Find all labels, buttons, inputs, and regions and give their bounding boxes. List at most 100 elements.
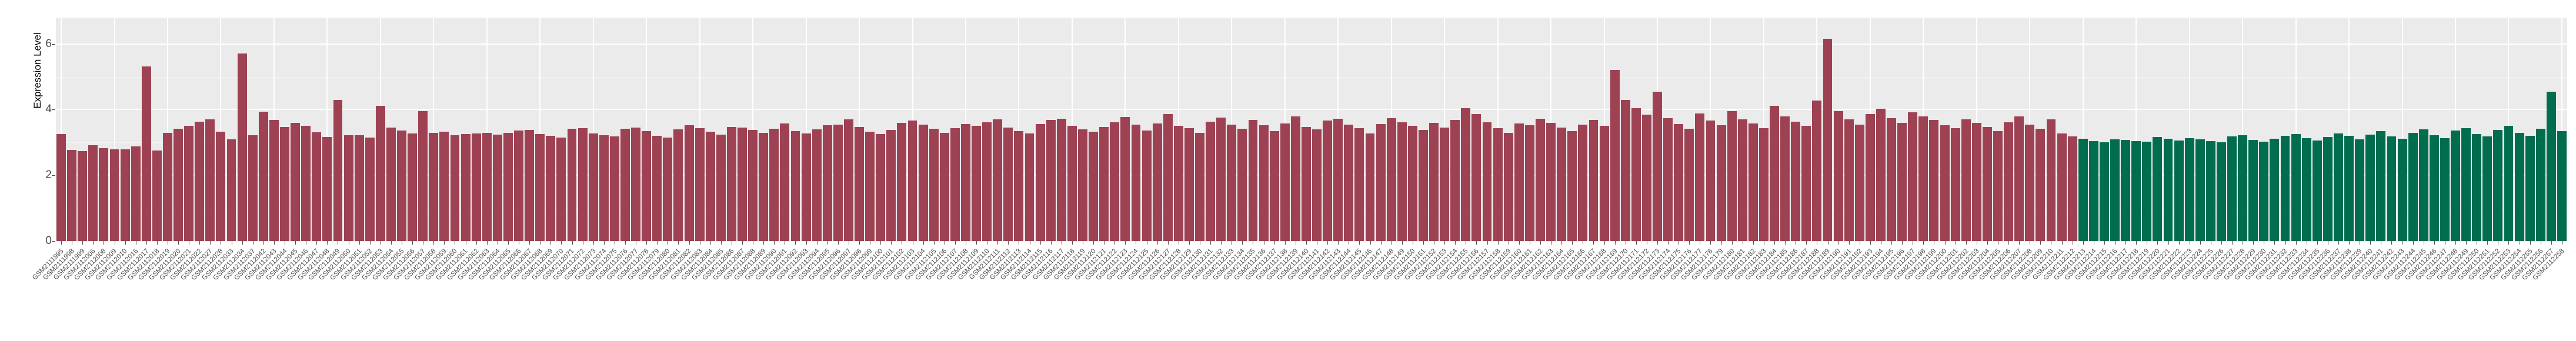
bar[interactable] — [2291, 133, 2301, 241]
bar[interactable] — [652, 136, 662, 241]
bar[interactable] — [375, 105, 385, 241]
bar[interactable] — [1067, 126, 1077, 241]
bar[interactable] — [1419, 130, 1428, 241]
bar[interactable] — [2280, 136, 2290, 241]
bar[interactable] — [1035, 124, 1045, 241]
bar[interactable] — [1290, 116, 1300, 241]
bar[interactable] — [2088, 141, 2098, 241]
bar[interactable] — [1546, 122, 1556, 241]
bar[interactable] — [1216, 117, 1226, 241]
bar[interactable] — [2355, 139, 2365, 241]
bar[interactable] — [1759, 128, 1769, 241]
bar[interactable] — [1578, 124, 1588, 241]
bar[interactable] — [535, 133, 545, 241]
bar[interactable] — [429, 132, 439, 241]
bar[interactable] — [748, 130, 758, 241]
bar[interactable] — [1237, 128, 1247, 241]
bar[interactable] — [1493, 128, 1503, 241]
bar[interactable] — [2557, 131, 2567, 241]
bar[interactable] — [2451, 131, 2460, 241]
bar[interactable] — [1163, 114, 1173, 241]
bar[interactable] — [2546, 91, 2556, 241]
bar[interactable] — [876, 133, 886, 241]
bar[interactable] — [67, 149, 77, 241]
bar[interactable] — [2408, 132, 2418, 241]
bar[interactable] — [855, 126, 864, 241]
bar[interactable] — [822, 125, 832, 241]
bar[interactable] — [1142, 131, 1152, 241]
bar[interactable] — [1323, 121, 1333, 241]
bar[interactable] — [1471, 114, 1481, 241]
bar[interactable] — [993, 119, 1003, 241]
bar[interactable] — [1897, 122, 1907, 241]
bar[interactable] — [1344, 124, 1354, 241]
bar[interactable] — [2312, 141, 2322, 241]
bar[interactable] — [1354, 128, 1364, 241]
bar[interactable] — [2078, 138, 2088, 241]
bar[interactable] — [439, 132, 449, 241]
bar[interactable] — [1950, 128, 1960, 241]
bar[interactable] — [1918, 116, 1928, 241]
bar[interactable] — [599, 135, 609, 241]
bar[interactable] — [1812, 100, 1822, 241]
bar[interactable] — [1748, 123, 1758, 241]
bar[interactable] — [312, 132, 322, 241]
bar[interactable] — [642, 131, 652, 241]
bar[interactable] — [2153, 137, 2163, 241]
bar[interactable] — [1078, 129, 1087, 241]
bar[interactable] — [471, 133, 481, 241]
bar[interactable] — [2131, 141, 2141, 241]
bar[interactable] — [1376, 124, 1386, 241]
bar[interactable] — [525, 130, 535, 241]
bar[interactable] — [1854, 124, 1864, 241]
bar[interactable] — [1716, 125, 1726, 241]
bar[interactable] — [546, 135, 556, 241]
bar[interactable] — [1599, 126, 1609, 241]
bar[interactable] — [301, 126, 311, 241]
bar[interactable] — [631, 127, 641, 241]
bar[interactable] — [2099, 142, 2109, 241]
bar[interactable] — [578, 128, 588, 241]
bar[interactable] — [184, 125, 194, 241]
bar[interactable] — [950, 128, 960, 241]
bar[interactable] — [418, 111, 428, 241]
bar[interactable] — [1887, 118, 1897, 241]
bar[interactable] — [269, 120, 279, 241]
bar[interactable] — [1737, 119, 1747, 241]
bar[interactable] — [1503, 132, 1513, 241]
bar[interactable] — [790, 131, 800, 241]
bar[interactable] — [514, 131, 524, 241]
bar[interactable] — [620, 128, 630, 241]
bar[interactable] — [716, 134, 726, 241]
bar[interactable] — [280, 127, 289, 241]
bar[interactable] — [1801, 126, 1811, 241]
bar[interactable] — [173, 128, 183, 241]
bar[interactable] — [1557, 127, 1567, 241]
bar[interactable] — [2110, 139, 2120, 241]
bar[interactable] — [1099, 126, 1109, 241]
bar[interactable] — [2057, 133, 2067, 241]
bar[interactable] — [1173, 126, 1183, 241]
bar[interactable] — [88, 145, 98, 241]
bar[interactable] — [450, 135, 460, 241]
bar[interactable] — [2142, 142, 2152, 241]
bar[interactable] — [2387, 136, 2397, 241]
bar[interactable] — [1365, 133, 1375, 241]
bar[interactable] — [1407, 126, 1417, 241]
bar[interactable] — [2067, 136, 2077, 241]
bar[interactable] — [1014, 131, 1024, 241]
bar[interactable] — [354, 135, 364, 241]
bar[interactable] — [1131, 125, 1141, 241]
bar[interactable] — [216, 132, 226, 241]
bar[interactable] — [2440, 138, 2450, 241]
bar[interactable] — [2184, 138, 2194, 241]
bar[interactable] — [705, 132, 715, 241]
bar[interactable] — [1025, 133, 1035, 241]
bar[interactable] — [801, 133, 811, 241]
bar[interactable] — [1386, 118, 1396, 241]
bar[interactable] — [769, 128, 779, 241]
bar[interactable] — [2227, 136, 2237, 241]
bar[interactable] — [1706, 121, 1716, 241]
bar[interactable] — [1684, 128, 1694, 241]
bar[interactable] — [1152, 123, 1162, 241]
